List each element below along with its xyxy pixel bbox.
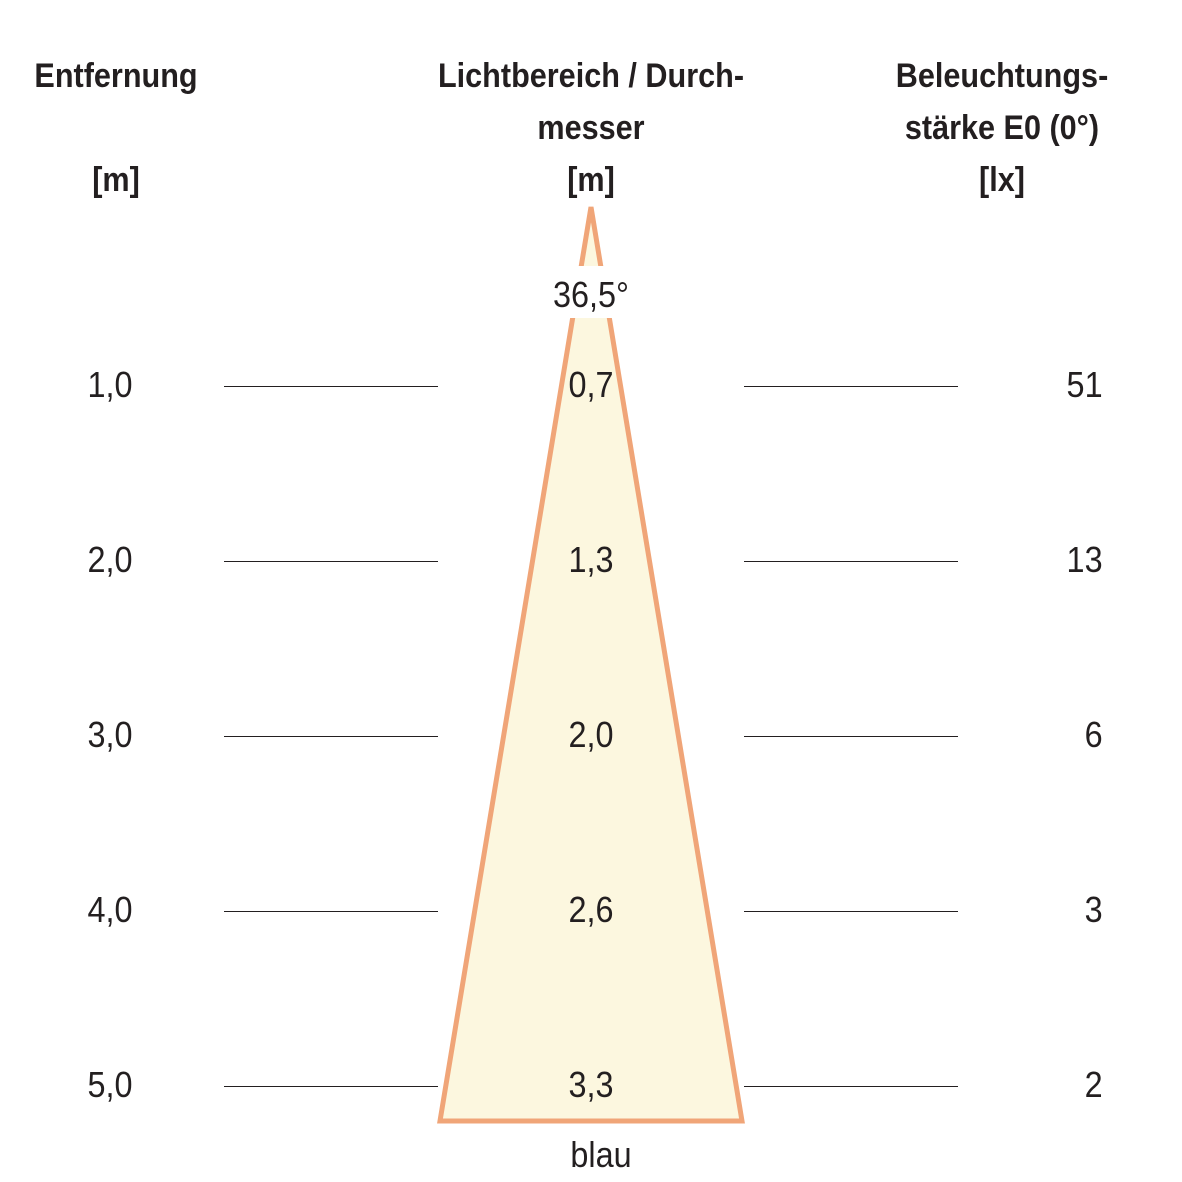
diameter-value: 3,3 [568,1064,614,1105]
row-line-right [744,736,958,737]
diameter-unit: [m] [567,161,615,199]
distance-value: 4,0 [87,889,133,930]
row-line-right [744,911,958,912]
distance-title: Entfernung [34,57,198,95]
row-line-left [224,1086,438,1087]
lux-value: 3 [1084,889,1103,930]
row-line-left [224,561,438,562]
lux-value: 51 [1066,364,1103,405]
diameter-title-1: Lichtbereich / Durch- [437,57,745,95]
row-line-left [224,736,438,737]
row-line-left [224,386,438,387]
distance-unit: [m] [92,161,140,199]
row-line-right [744,386,958,387]
row-line-right [744,561,958,562]
lux-value: 2 [1084,1064,1103,1105]
beam-angle-label: 36,5° [552,274,630,315]
lux-value: 13 [1066,539,1103,580]
diameter-value: 2,6 [568,889,614,930]
diameter-value: 0,7 [568,364,614,405]
illuminance-title-2: stärke E0 (0°) [904,109,1100,147]
diameter-value: 1,3 [568,539,614,580]
illuminance-title-1: Beleuchtungs- [895,57,1109,95]
illuminance-header: Beleuchtungs- stärke E0 (0°) [lx] [867,50,1137,206]
distance-value: 3,0 [87,714,133,755]
diameter-value: 2,0 [568,714,614,755]
illuminance-unit: [lx] [979,161,1025,199]
diameter-header: Lichtbereich / Durch- messer [m] [411,50,771,206]
distance-header: Entfernung [m] [26,50,206,206]
distance-value: 2,0 [87,539,133,580]
distance-value: 1,0 [87,364,133,405]
angle-label-bg [540,266,642,318]
row-line-right [744,1086,958,1087]
distance-value: 5,0 [87,1064,133,1105]
row-line-left [224,911,438,912]
lux-value: 6 [1084,714,1103,755]
diameter-title-2: messer [537,109,645,147]
light-cone-shape [437,206,745,1124]
caption: blau [570,1134,632,1175]
